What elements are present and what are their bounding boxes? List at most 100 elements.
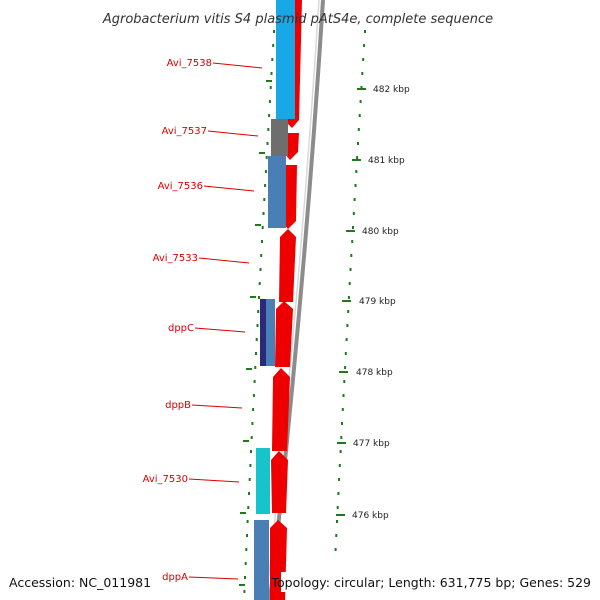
ring-dot <box>357 128 360 131</box>
gene-labels: Avi_7538 Avi_7537 Avi_7536 Avi_7533 dppC… <box>143 58 263 583</box>
ring-dot <box>337 492 340 495</box>
ring-dot <box>253 380 256 383</box>
ring-dot <box>259 268 262 271</box>
ring-dot <box>245 548 248 551</box>
ring-dot <box>339 450 342 453</box>
gene-red-5[interactable] <box>275 301 293 367</box>
label-avi-7538[interactable]: Avi_7538 <box>167 58 212 69</box>
gene-avi-7530[interactable] <box>256 448 270 514</box>
ring-dot <box>269 86 272 89</box>
ring-dot <box>348 282 351 285</box>
ring-dot <box>252 394 255 397</box>
tick-label-477: 477 kbp <box>353 439 390 449</box>
ring-dot <box>338 478 341 481</box>
backbone-arc-inner <box>265 0 320 600</box>
ring-dot <box>273 30 275 33</box>
ring-dot <box>345 338 348 341</box>
tick-label-479: 479 kbp <box>359 297 396 307</box>
ring-dot <box>344 352 347 355</box>
leader-line-dppb <box>191 404 243 409</box>
ring-dot <box>340 436 343 439</box>
ring-dot <box>248 492 250 495</box>
ring-dot <box>247 506 250 509</box>
topology-text: Topology: circular; Length: 631,775 bp; … <box>271 575 592 590</box>
ring-dot <box>350 254 353 257</box>
ring-dot <box>338 464 341 467</box>
ring-dot <box>264 170 267 173</box>
label-dppb[interactable]: dppB <box>165 400 191 411</box>
leader-line-avi-7538 <box>212 62 263 69</box>
ring-dot <box>360 86 363 89</box>
ring-dot <box>244 576 246 579</box>
ring-dot <box>258 296 260 299</box>
ring-dot <box>346 324 349 327</box>
outer-dotted-ring <box>334 30 366 551</box>
label-avi-7530[interactable]: Avi_7530 <box>143 474 188 485</box>
leader-line-avi-7530 <box>188 478 240 483</box>
label-avi-7533[interactable]: Avi_7533 <box>153 253 198 264</box>
inner-dotted-ring <box>243 30 275 593</box>
ring-dot <box>265 156 268 159</box>
ring-dot <box>251 422 254 425</box>
ring-dot <box>335 534 338 537</box>
gene-red-7[interactable] <box>271 451 288 513</box>
ring-dot <box>334 548 337 551</box>
ring-dot <box>246 520 249 523</box>
ring-dot <box>255 338 258 341</box>
ring-dot <box>268 100 271 103</box>
label-dppa[interactable]: dppA <box>162 572 188 583</box>
ring-dot <box>249 464 252 467</box>
gene-avi-7536[interactable] <box>268 156 286 228</box>
ring-dot <box>254 366 257 369</box>
ring-dot <box>262 212 265 215</box>
ring-dot <box>342 394 345 397</box>
tick-label-476: 476 kbp <box>352 511 389 521</box>
ring-dot <box>362 58 365 61</box>
ring-dot <box>268 114 271 117</box>
label-dppc[interactable]: dppC <box>168 323 194 334</box>
accession-box <box>5 572 151 592</box>
ring-dot <box>261 226 264 229</box>
reverse-strand-genes <box>254 0 295 600</box>
gene-dppc-a[interactable] <box>260 299 267 366</box>
ring-dot <box>364 30 366 33</box>
ring-dot <box>250 436 253 439</box>
gene-avi-7537[interactable] <box>271 119 288 156</box>
backbone-arc-outer <box>268 0 325 600</box>
label-avi-7536[interactable]: Avi_7536 <box>158 181 203 192</box>
ring-dot <box>256 324 259 327</box>
leader-line-dppa <box>188 576 239 580</box>
inner-ring-ticks <box>239 80 272 586</box>
ring-dot <box>336 506 339 509</box>
ring-dot <box>341 422 343 425</box>
accession-text: Accession: NC_011981 <box>9 575 151 590</box>
ring-dot <box>358 114 361 117</box>
ring-dot <box>258 282 261 285</box>
ring-dot <box>347 296 350 299</box>
tick-label-481: 481 kbp <box>368 156 405 166</box>
ring-dot <box>267 128 270 131</box>
ring-dot <box>252 408 255 411</box>
tick-label-478: 478 kbp <box>356 368 393 378</box>
gene-dppa[interactable] <box>254 520 269 600</box>
ring-dot <box>261 240 263 243</box>
ring-dot <box>271 58 274 61</box>
ring-dot <box>349 268 352 271</box>
ring-dot <box>243 590 246 593</box>
gene-red-6[interactable] <box>272 368 290 451</box>
ring-dot <box>356 156 359 159</box>
tick-label-482: 482 kbp <box>373 85 410 95</box>
ring-dot <box>343 380 346 383</box>
gene-dppc-b[interactable] <box>266 299 275 366</box>
ring-dot <box>351 240 354 243</box>
ring-dot <box>347 310 350 313</box>
ring-dot <box>352 226 354 229</box>
gene-red-4[interactable] <box>279 229 296 302</box>
ring-dot <box>257 310 260 313</box>
label-avi-7537[interactable]: Avi_7537 <box>162 126 207 137</box>
topology-box <box>281 572 594 592</box>
ring-dot <box>344 366 347 369</box>
gene-avi-7538[interactable] <box>276 0 295 119</box>
ring-dot <box>260 254 263 257</box>
